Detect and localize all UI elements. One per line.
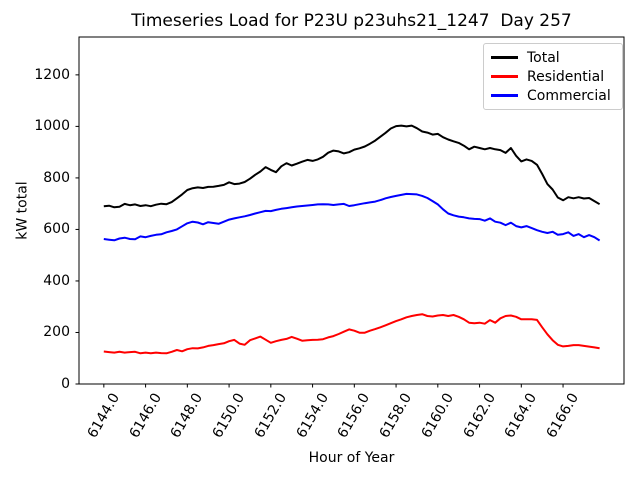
y-tick-label: 400 (43, 272, 70, 289)
y-tick-label: 800 (43, 169, 70, 186)
series-line-residential (103, 313, 600, 355)
legend-line-icon (491, 56, 518, 59)
legend-label-total: Total (527, 49, 560, 66)
x-axis-label: Hour of Year (308, 450, 395, 466)
series-line-total (103, 124, 601, 209)
y-tick-label: 200 (43, 324, 70, 341)
y-tick-label: 0 (61, 376, 70, 392)
chart-title: Timeseries Load for P23U p23uhs21_1247 D… (131, 11, 572, 31)
y-axis-label: kW total (14, 181, 31, 240)
legend-item-commercial: Commercial (491, 86, 614, 105)
series-line-commercial (103, 192, 601, 242)
legend: Total Residential Commercial (483, 43, 623, 110)
y-tick-label: 1200 (34, 66, 70, 83)
legend-item-total: Total (491, 48, 614, 67)
legend-line-icon (491, 94, 518, 97)
y-tick-label: 600 (43, 221, 70, 238)
legend-label-commercial: Commercial (527, 87, 611, 104)
legend-line-icon (491, 75, 518, 78)
legend-item-residential: Residential (491, 67, 614, 86)
axes-frame (78, 36, 625, 385)
y-tick-label: 1000 (34, 118, 70, 135)
legend-label-residential: Residential (527, 68, 605, 85)
